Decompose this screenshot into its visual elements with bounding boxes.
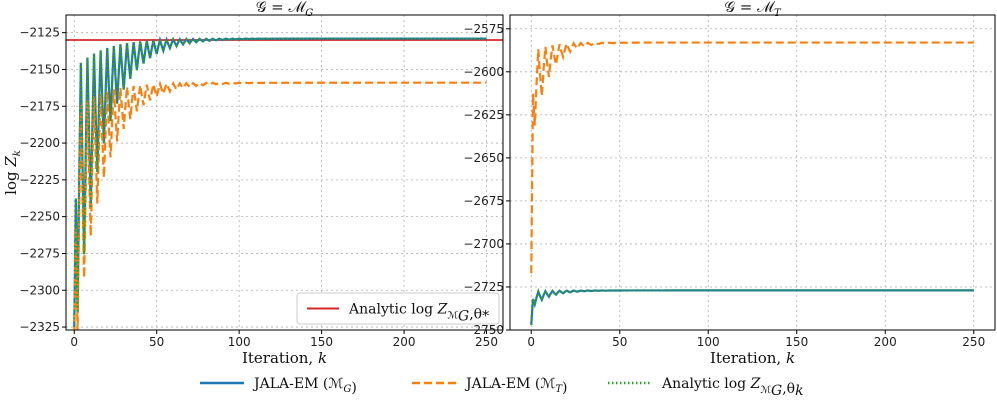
x-tick-label: 0 bbox=[527, 335, 535, 349]
y-tick-label: −2200 bbox=[19, 136, 60, 150]
y-tick-label: −2600 bbox=[463, 65, 504, 79]
panel-2: 0 50 100 150 200 250 −2575 −2600 −2625 −2650 −2675… bbox=[463, 0, 996, 367]
chart-title: 𝒢 = ℳT bbox=[724, 0, 782, 19]
y-tick-label: −2575 bbox=[463, 22, 504, 36]
x-tick-label: 150 bbox=[785, 335, 808, 349]
series-line-analytic-mg bbox=[73, 35, 487, 328]
y-tick-label: −2625 bbox=[463, 108, 504, 122]
legend-label-jala-em-mg: JALA-EM (ℳG) bbox=[252, 376, 357, 396]
y-tick-label: −2650 bbox=[463, 151, 504, 165]
x-axis-label: Iteration, k bbox=[242, 349, 327, 367]
x-tick-label: 200 bbox=[874, 335, 897, 349]
series-line-jala-em-mg bbox=[73, 35, 487, 328]
y-tick-label: −2275 bbox=[19, 246, 60, 260]
x-tick-label: 100 bbox=[697, 335, 720, 349]
panel-legend-box bbox=[296, 292, 500, 325]
series-line-analytic-mg bbox=[530, 288, 974, 325]
axes-frame bbox=[65, 14, 504, 331]
x-tick-label: 100 bbox=[228, 335, 251, 349]
x-tick-label: 200 bbox=[393, 335, 416, 349]
series-group bbox=[66, 35, 503, 330]
x-tick-label: 250 bbox=[475, 335, 498, 349]
x-tick-label: 250 bbox=[962, 335, 985, 349]
x-tick-label: 150 bbox=[310, 335, 333, 349]
y-tick-label: −2125 bbox=[19, 26, 60, 40]
series-line-jala-em-mt bbox=[530, 40, 974, 274]
y-tick-label: −2150 bbox=[19, 62, 60, 76]
y-axis-label: log Zk bbox=[2, 150, 23, 195]
panel-1: 0 50 100 150 200 250 −2125 −2150 −2175 −2200 −2225… bbox=[2, 0, 504, 367]
series-group bbox=[530, 40, 974, 325]
legend-label-analytic-mg: Analytic log ZℳG,θk bbox=[661, 376, 804, 399]
y-tick-label: −2750 bbox=[463, 323, 504, 337]
x-tick-label: 50 bbox=[149, 335, 164, 349]
legend-label-jala-em-mt: JALA-EM (ℳT) bbox=[464, 376, 567, 396]
x-tick-label: 0 bbox=[70, 335, 78, 349]
y-tick-label: −2325 bbox=[19, 320, 60, 334]
legend-label-analytic-star: Analytic log ZℳG,θ* bbox=[348, 302, 489, 325]
series-line-jala-em-mt bbox=[73, 80, 487, 330]
y-tick-label: −2250 bbox=[19, 210, 60, 224]
y-tick-label: −2175 bbox=[19, 99, 60, 113]
series-line-jala-em-mg bbox=[530, 288, 974, 325]
y-tick-label: −2675 bbox=[463, 194, 504, 208]
axes-frame bbox=[509, 14, 996, 331]
chart-title: 𝒢 = ℳG bbox=[256, 0, 314, 19]
y-tick-label: −2300 bbox=[19, 283, 60, 297]
y-tick-label: −2225 bbox=[19, 173, 60, 187]
y-tick-label: −2725 bbox=[463, 280, 504, 294]
x-tick-label: 50 bbox=[612, 335, 627, 349]
x-axis-label: Iteration, k bbox=[710, 349, 795, 367]
figure-legend: JALA-EM (ℳG) JALA-EM (ℳT) Analytic log ZℳG… bbox=[200, 376, 804, 399]
y-tick-label: −2700 bbox=[463, 237, 504, 251]
